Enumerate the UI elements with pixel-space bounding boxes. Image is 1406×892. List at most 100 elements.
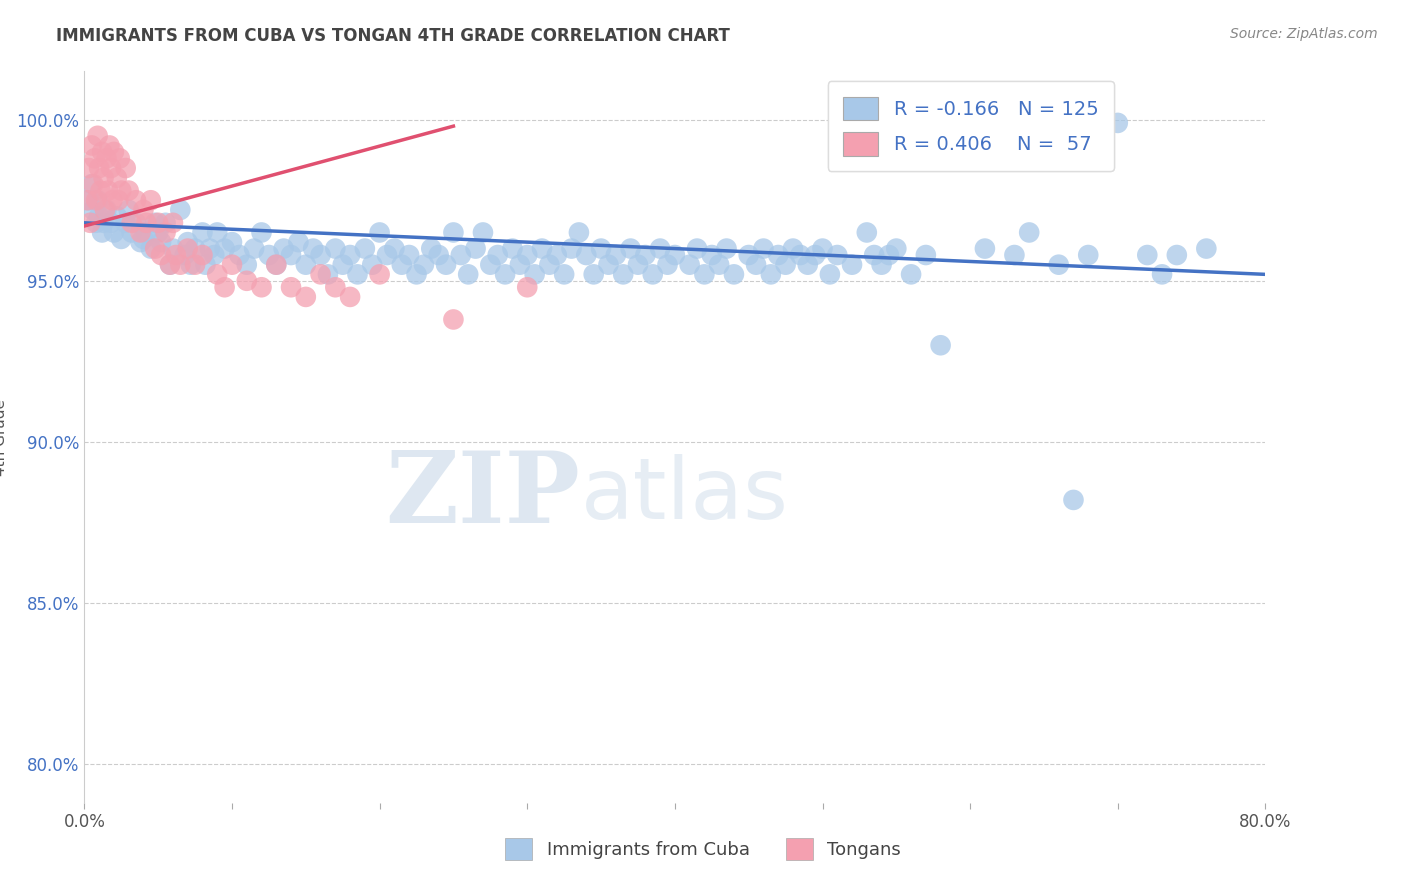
Point: [641, 268, 664, 282]
Point: [96, 152, 118, 166]
Point: [479, 258, 502, 272]
Point: [84, 193, 107, 207]
Point: [797, 258, 820, 272]
Point: [118, 184, 141, 198]
Point: [79, 216, 101, 230]
Point: [1166, 248, 1188, 262]
Point: [125, 193, 148, 207]
Point: [250, 226, 273, 240]
Point: [98, 138, 121, 153]
Point: [870, 258, 893, 272]
Point: [332, 258, 354, 272]
Point: [738, 248, 761, 262]
Point: [700, 248, 723, 262]
Point: [745, 258, 768, 272]
Point: [339, 248, 361, 262]
Point: [87, 210, 111, 224]
Point: [863, 248, 886, 262]
Point: [214, 242, 236, 256]
Point: [627, 258, 650, 272]
Point: [93, 216, 115, 230]
Point: [339, 290, 361, 304]
Point: [1136, 248, 1159, 262]
Point: [657, 258, 679, 272]
Point: [155, 216, 177, 230]
Point: [121, 216, 143, 230]
Point: [295, 290, 318, 304]
Point: [82, 202, 104, 217]
Point: [266, 258, 288, 272]
Point: [135, 226, 157, 240]
Point: [169, 202, 191, 217]
Point: [148, 216, 170, 230]
Point: [1195, 242, 1218, 256]
Legend: R = -0.166   N = 125, R = 0.406    N =  57: R = -0.166 N = 125, R = 0.406 N = 57: [828, 81, 1114, 171]
Point: [634, 248, 657, 262]
Point: [86, 128, 108, 143]
Point: [450, 248, 472, 262]
Point: [827, 248, 849, 262]
Point: [162, 216, 184, 230]
Point: [516, 280, 538, 294]
Point: [752, 242, 775, 256]
Point: [346, 268, 368, 282]
Point: [76, 193, 98, 207]
Point: [309, 248, 332, 262]
Point: [97, 184, 120, 198]
Text: ZIP: ZIP: [385, 447, 581, 544]
Point: [184, 258, 207, 272]
Point: [804, 248, 827, 262]
Point: [110, 232, 132, 246]
Point: [80, 138, 103, 153]
Point: [457, 268, 479, 282]
Point: [546, 248, 568, 262]
Point: [598, 258, 620, 272]
Point: [405, 268, 427, 282]
Point: [121, 226, 143, 240]
Point: [325, 280, 347, 294]
Point: [768, 248, 790, 262]
Point: [974, 242, 997, 256]
Point: [114, 216, 136, 230]
Point: [221, 258, 243, 272]
Point: [309, 268, 332, 282]
Point: [82, 177, 104, 191]
Point: [856, 226, 879, 240]
Point: [605, 248, 627, 262]
Point: [236, 258, 259, 272]
Point: [434, 258, 457, 272]
Point: [202, 248, 225, 262]
Point: [236, 274, 259, 288]
Point: [1107, 116, 1129, 130]
Point: [620, 242, 643, 256]
Point: [561, 242, 583, 256]
Point: [789, 248, 811, 262]
Point: [302, 242, 325, 256]
Point: [77, 161, 100, 175]
Point: [287, 235, 309, 249]
Point: [103, 145, 125, 159]
Point: [221, 235, 243, 249]
Point: [531, 242, 554, 256]
Point: [184, 242, 207, 256]
Point: [125, 216, 148, 230]
Point: [118, 202, 141, 217]
Point: [135, 216, 157, 230]
Point: [173, 248, 195, 262]
Point: [575, 248, 598, 262]
Point: [443, 312, 465, 326]
Point: [361, 258, 384, 272]
Point: [709, 258, 731, 272]
Point: [194, 258, 217, 272]
Point: [501, 242, 523, 256]
Point: [915, 248, 938, 262]
Point: [150, 248, 173, 262]
Point: [87, 161, 111, 175]
Point: [723, 268, 745, 282]
Point: [877, 248, 900, 262]
Point: [143, 242, 166, 256]
Point: [382, 242, 406, 256]
Point: [538, 258, 561, 272]
Legend: Immigrants from Cuba, Tongans: Immigrants from Cuba, Tongans: [491, 823, 915, 874]
Point: [886, 242, 908, 256]
